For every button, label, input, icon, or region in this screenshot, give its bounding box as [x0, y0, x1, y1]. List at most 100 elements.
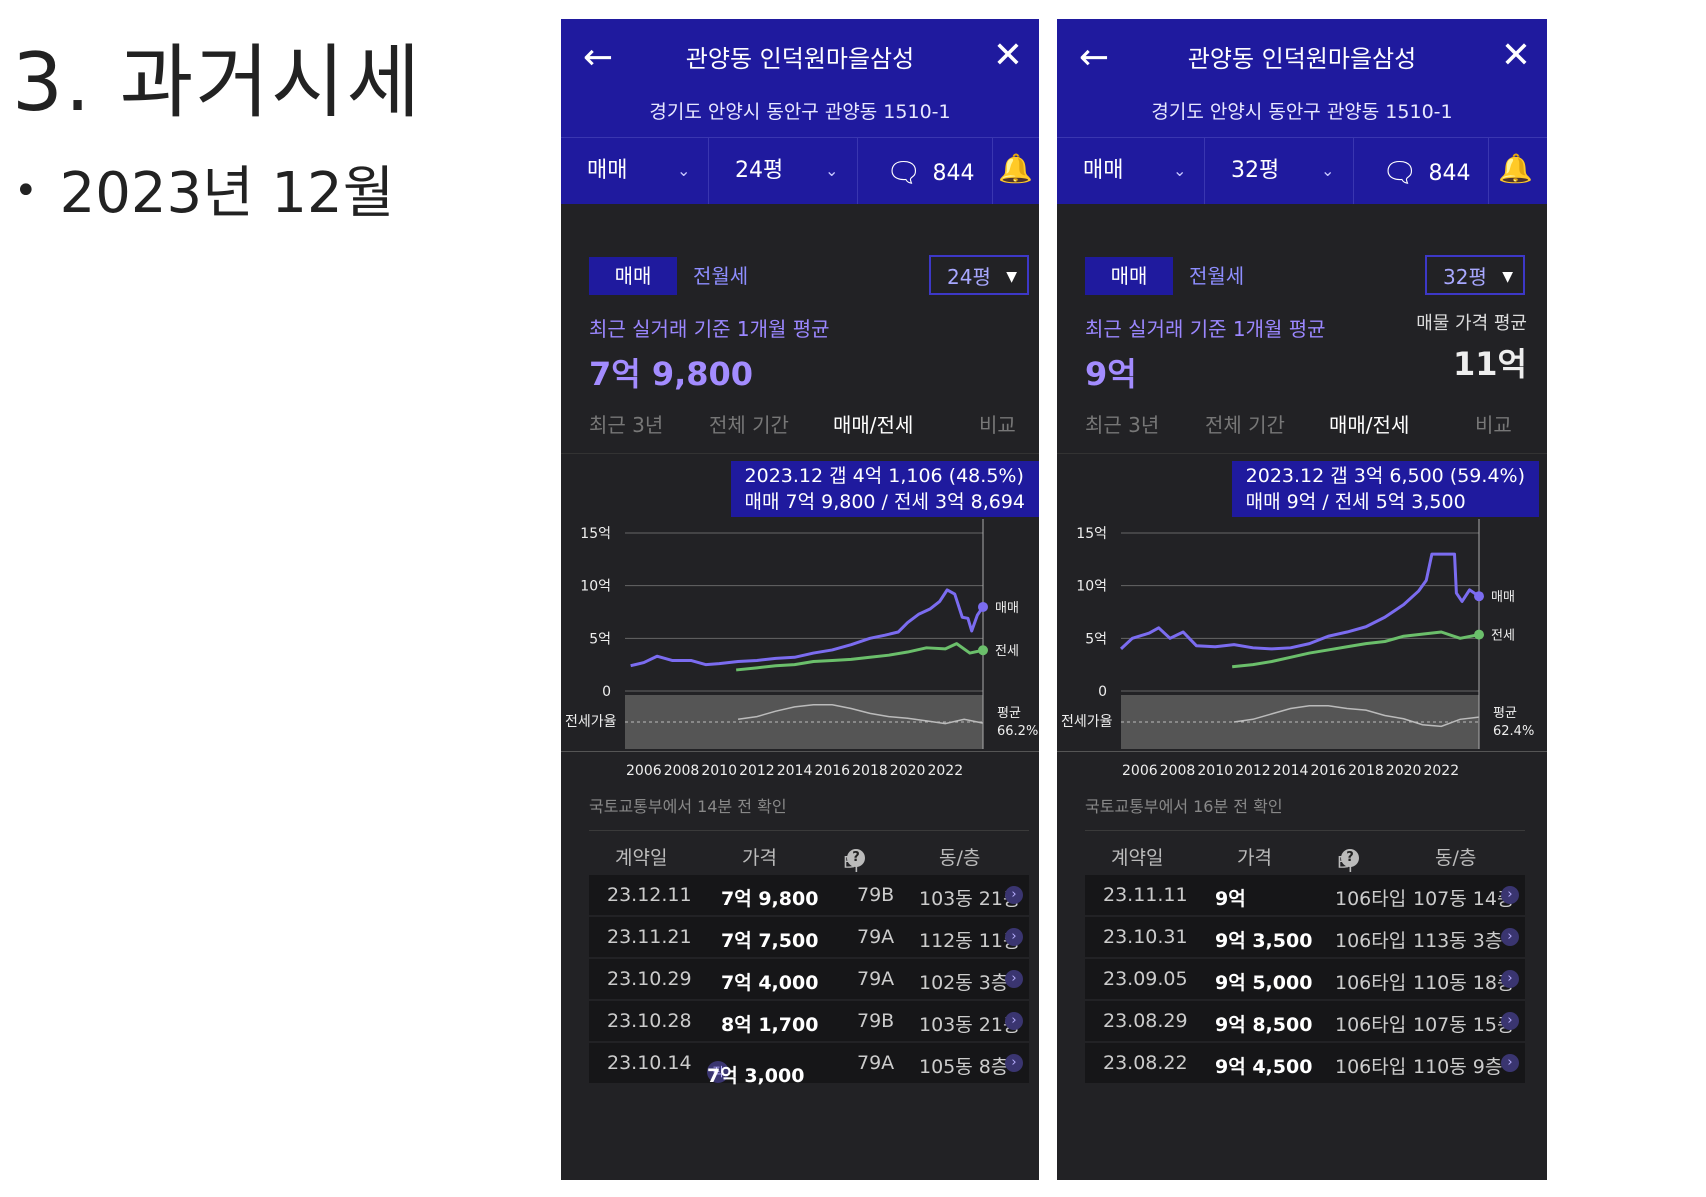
y-tick-label: 0: [602, 684, 611, 700]
series-end-dot: [1474, 591, 1484, 602]
chevron-down-icon: ⌄: [1173, 161, 1187, 180]
segment-sale[interactable]: 매매: [1085, 257, 1173, 295]
ratio-band: [1121, 695, 1479, 749]
tooltip-line-1: 2023.12 갭 4억 1,106 (48.5%): [744, 465, 1024, 487]
phone-screen-32: ← 관양동 인덕원마을삼성 ✕ 경기도 안양시 동안구 관양동 1510-1 매…: [1057, 19, 1547, 1180]
chart-size-select[interactable]: 24평 ▼: [929, 255, 1029, 295]
series-end-dot: [978, 645, 988, 656]
chevron-right-icon[interactable]: ›: [1501, 1012, 1519, 1030]
table-header: 계약일 가격 타입? 동/층: [589, 837, 1029, 902]
series-label: 매매: [995, 601, 1019, 616]
chevron-right-icon[interactable]: ›: [1501, 1054, 1519, 1072]
deal-type-label: 매매: [1083, 158, 1124, 183]
x-tick-label: 2018: [852, 763, 888, 779]
table-row[interactable]: 23.08.22 9억 4,500 106타입 110동 9층 ›: [1085, 1043, 1525, 1083]
x-tick-label: 2014: [777, 763, 813, 779]
tab-sale-jeonse[interactable]: 매매/전세: [1329, 413, 1410, 437]
chevron-right-icon[interactable]: ›: [1501, 970, 1519, 988]
bell-icon[interactable]: 🔔: [998, 152, 1033, 185]
table-row[interactable]: 23.08.29 9억 8,500 106타입 107동 15층 ›: [1085, 1001, 1525, 1041]
table-row[interactable]: 23.10.31 9억 3,500 106타입 113동 3층 ›: [1085, 917, 1525, 957]
close-icon[interactable]: ✕: [992, 35, 1023, 76]
row-unit: 113동 3층: [1413, 930, 1503, 952]
back-arrow-icon[interactable]: ←: [1079, 37, 1110, 78]
header-price: 가격: [742, 847, 777, 869]
chevron-right-icon[interactable]: ›: [1005, 970, 1023, 988]
y-tick-label: 5억: [589, 631, 611, 647]
chevron-right-icon[interactable]: ›: [1005, 1054, 1023, 1072]
row-unit: 102동 3층: [919, 972, 1009, 994]
row-price: 9억 4,500: [1215, 1056, 1313, 1078]
segment-rent[interactable]: 전월세: [1189, 264, 1245, 288]
tab-all-period[interactable]: 전체 기간: [709, 413, 789, 437]
table-row[interactable]: 23.10.28 8억 1,700 79B 103동 21층 ›: [589, 1001, 1029, 1041]
x-tick-label: 2010: [1197, 763, 1233, 779]
series-end-dot: [978, 601, 988, 612]
slide-bullet: • 2023년 12월: [14, 148, 394, 229]
help-icon[interactable]: ?: [1341, 849, 1359, 867]
table-row[interactable]: 23.11.21 7억 7,500 79A 112동 11층 ›: [589, 917, 1029, 957]
tab-sale-jeonse[interactable]: 매매/전세: [833, 413, 914, 437]
ratio-avg-label: 평균: [997, 706, 1021, 721]
help-icon[interactable]: ?: [847, 849, 865, 867]
size-dropdown[interactable]: 24평 ⌄: [709, 138, 858, 204]
source-divider: [589, 830, 1029, 831]
close-icon[interactable]: ✕: [1500, 35, 1531, 76]
chart-size-select[interactable]: 32평 ▼: [1425, 255, 1525, 295]
x-tick-label: 2022: [1423, 763, 1459, 779]
tab-divider: [1057, 453, 1547, 454]
deal-type-dropdown[interactable]: 매매 ⌄: [561, 138, 709, 204]
chevron-right-icon[interactable]: ›: [1501, 928, 1519, 946]
tooltip-line-1: 2023.12 갭 3억 6,500 (59.4%): [1245, 465, 1525, 487]
x-tick-label: 2010: [701, 763, 737, 779]
tab-compare[interactable]: 비교: [1475, 413, 1512, 437]
bell-icon[interactable]: 🔔: [1498, 152, 1533, 185]
table-row[interactable]: 23.10.29 7억 4,000 79A 102동 3층 ›: [589, 959, 1029, 999]
row-type: 79A: [857, 1052, 895, 1074]
x-tick-label: 2022: [927, 763, 963, 779]
row-unit: 112동 11층: [919, 930, 1021, 952]
series-label: 전세: [1491, 629, 1515, 644]
table-row[interactable]: 23.11.11 9억 106타입 107동 14층 ›: [1085, 875, 1525, 915]
header-unit: 동/층: [939, 847, 981, 869]
back-arrow-icon[interactable]: ←: [583, 37, 614, 78]
series-label: 매매: [1491, 590, 1515, 605]
chart-divider: [561, 751, 1039, 752]
segment-sale[interactable]: 매매: [589, 257, 677, 295]
caret-down-icon: ▼: [1502, 269, 1513, 285]
series-line-sale: [630, 588, 985, 668]
comments-button[interactable]: 🗨 844: [858, 138, 993, 204]
tab-compare[interactable]: 비교: [979, 413, 1016, 437]
deal-type-dropdown[interactable]: 매매 ⌄: [1057, 138, 1205, 204]
address: 경기도 안양시 동안구 관양동 1510-1: [1151, 101, 1453, 123]
table-row[interactable]: 23.09.05 9억 5,000 106타입 110동 18층 ›: [1085, 959, 1525, 999]
deal-type-label: 매매: [587, 158, 628, 183]
apartment-name: 관양동 인덕원마을삼성: [685, 45, 915, 73]
ratio-label: 전세가율: [1061, 714, 1113, 730]
tab-all-period[interactable]: 전체 기간: [1205, 413, 1285, 437]
chevron-right-icon[interactable]: ›: [1005, 886, 1023, 904]
chevron-right-icon[interactable]: ›: [1005, 928, 1023, 946]
filter-bar: 매매 ⌄ 32평 ⌄ 🗨 844 🔔: [1057, 137, 1547, 204]
size-dropdown[interactable]: 32평 ⌄: [1205, 138, 1354, 204]
row-date: 23.08.22: [1103, 1052, 1188, 1074]
table-row[interactable]: 23.10.14 직 7억 3,000 79A 105동 8층 ›: [589, 1043, 1029, 1087]
tab-recent-3y[interactable]: 최근 3년: [1085, 413, 1160, 437]
row-type: 106타입: [1335, 972, 1407, 994]
comment-count: 844: [1428, 161, 1471, 186]
row-price: 7억 3,000: [707, 1065, 805, 1087]
segment-rent[interactable]: 전월세: [693, 264, 749, 288]
ratio-series-line: [737, 703, 984, 725]
phone-screen-24: ← 관양동 인덕원마을삼성 ✕ 경기도 안양시 동안구 관양동 1510-1 매…: [561, 19, 1039, 1180]
chevron-right-icon[interactable]: ›: [1501, 886, 1519, 904]
row-type: 106타입: [1335, 1056, 1407, 1078]
ratio-avg-value: 62.4%: [1493, 724, 1534, 739]
table-row[interactable]: 23.12.11 7억 9,800 79B 103동 21층 ›: [589, 875, 1029, 915]
tab-recent-3y[interactable]: 최근 3년: [589, 413, 664, 437]
chevron-right-icon[interactable]: ›: [1005, 1012, 1023, 1030]
slide-title: 3. 과거시세: [12, 36, 423, 129]
x-tick-label: 2006: [1122, 763, 1158, 779]
comments-button[interactable]: 🗨 844: [1354, 138, 1489, 204]
